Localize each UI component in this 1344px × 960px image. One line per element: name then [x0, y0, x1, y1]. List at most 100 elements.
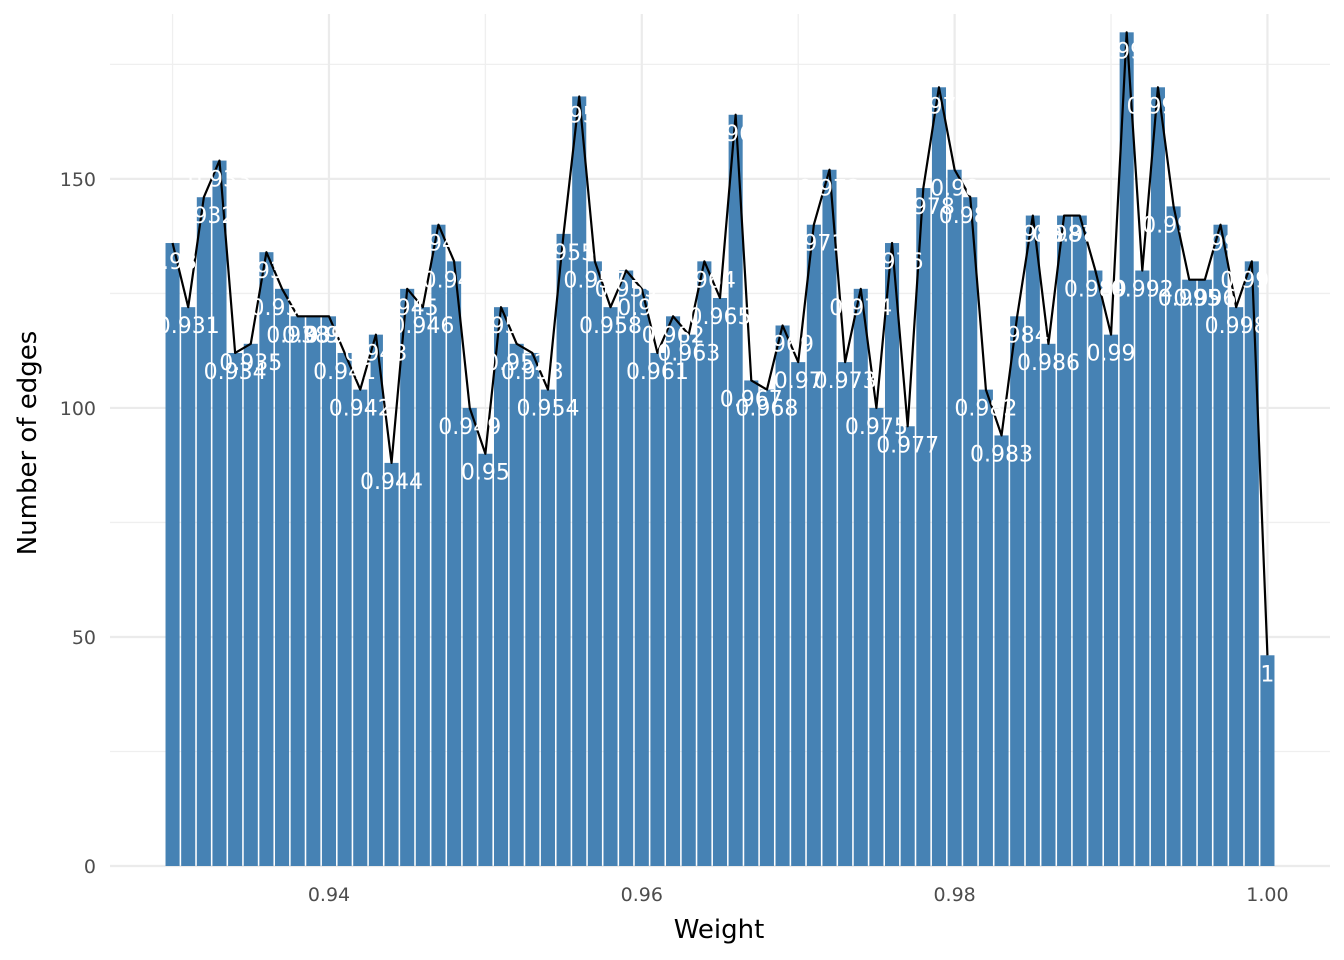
bar: [556, 233, 571, 866]
x-tick-label: 0.98: [933, 884, 975, 906]
bar: [431, 224, 446, 867]
data-label: 0.965: [689, 305, 752, 330]
data-label: 0.941: [313, 360, 376, 385]
bar: [181, 307, 196, 867]
bar: [1057, 215, 1072, 866]
data-label: 0.959: [595, 278, 658, 303]
bar: [697, 261, 712, 866]
bar: [540, 389, 555, 866]
bar: [1213, 224, 1228, 867]
bar: [1197, 279, 1212, 866]
data-label: 0.932: [172, 204, 235, 229]
bar: [509, 343, 524, 866]
data-label: 0.999: [1220, 268, 1283, 293]
data-label: 0.956: [548, 103, 611, 128]
bar: [259, 252, 274, 866]
bar: [650, 352, 665, 866]
bar: [1260, 655, 1275, 866]
data-label: 0.963: [657, 342, 720, 367]
bar: [885, 243, 900, 867]
data-label: 0.995: [1158, 287, 1221, 312]
data-label: 0.979: [907, 94, 970, 119]
x-tick-label: 0.96: [621, 884, 663, 906]
data-label: 0.987: [1033, 223, 1096, 248]
bar: [1025, 215, 1040, 866]
data-label: 0.954: [516, 397, 579, 422]
bar: [822, 169, 837, 866]
bar: [1244, 261, 1259, 866]
bar: [634, 288, 649, 866]
data-label: 0.944: [360, 470, 423, 495]
bar: [353, 389, 368, 866]
data-label: 0.975: [845, 415, 908, 440]
data-label: 0.964: [673, 268, 736, 293]
data-label: 0.934: [204, 360, 267, 385]
bar: [947, 169, 962, 866]
data-label: 0.988: [1048, 223, 1111, 248]
y-tick-label: 50: [72, 627, 96, 649]
data-label: 0.976: [861, 250, 924, 275]
data-label: 0.974: [829, 296, 892, 321]
data-label: 0.967: [720, 387, 783, 412]
bar: [916, 188, 931, 866]
bar: [1182, 279, 1197, 866]
bar: [1072, 215, 1087, 866]
data-label: 0.972: [798, 177, 861, 202]
data-label: 0.953: [501, 360, 564, 385]
bar: [619, 270, 634, 867]
bar: [478, 453, 493, 866]
data-label: 0.93: [148, 250, 197, 275]
bar: [368, 334, 383, 867]
bar: [415, 307, 430, 867]
data-label: 0.939: [282, 323, 345, 348]
bar: [384, 462, 399, 866]
bar: [744, 380, 759, 866]
data-label: 0.957: [563, 268, 626, 293]
bar: [165, 243, 180, 867]
data-label: 0.958: [579, 314, 642, 339]
data-label: 0.966: [704, 122, 767, 147]
data-label: 0.993: [1126, 94, 1189, 119]
data-label: 0.968: [735, 397, 798, 422]
bar: [196, 197, 211, 866]
bar: [1229, 307, 1244, 867]
bar: [400, 288, 415, 866]
bar: [900, 426, 915, 866]
data-label: 0.947: [407, 232, 470, 257]
data-label: 0.935: [219, 351, 282, 376]
bar: [1041, 343, 1056, 866]
data-labels: 0.930.9310.9320.9330.9340.9350.9360.9370…: [148, 39, 1283, 687]
bar: [838, 362, 853, 866]
bar: [1088, 270, 1103, 867]
bar: [275, 288, 290, 866]
data-label: 0.991: [1095, 39, 1158, 64]
bar: [572, 96, 587, 867]
data-label: 0.933: [188, 168, 251, 193]
data-label: 0.949: [438, 415, 501, 440]
data-label: 0.97: [774, 369, 823, 394]
x-axis-title: Weight: [674, 915, 765, 945]
data-label: 0.936: [235, 259, 298, 284]
bar: [978, 389, 993, 866]
data-label: 0.951: [470, 314, 533, 339]
bar: [1150, 87, 1165, 866]
x-tick-label: 0.94: [308, 884, 350, 906]
y-tick-label: 0: [84, 856, 96, 878]
data-label: 0.943: [344, 342, 407, 367]
data-label: 0.969: [751, 332, 814, 357]
trend-line-layer: [171, 31, 1269, 656]
data-label: 0.996: [1173, 287, 1236, 312]
data-label: 0.942: [329, 397, 392, 422]
data-label: 0.946: [391, 314, 454, 339]
data-label: 0.945: [376, 296, 439, 321]
data-label: 0.98: [930, 177, 979, 202]
data-label: 0.952: [485, 351, 548, 376]
data-label: 0.984: [986, 323, 1049, 348]
bar: [212, 160, 227, 867]
bar: [931, 87, 947, 866]
data-label: 0.94: [304, 323, 353, 348]
bar: [525, 352, 540, 866]
bar: [712, 298, 728, 866]
data-label: 0.994: [1142, 213, 1205, 238]
bar: [791, 362, 806, 866]
